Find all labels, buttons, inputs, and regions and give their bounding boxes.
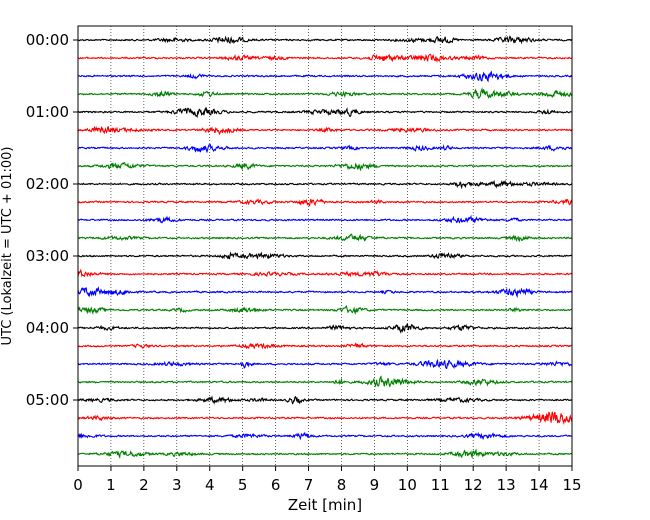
trace-5 (77, 106, 573, 119)
plot-frame (77, 25, 573, 467)
trace-22 (77, 411, 573, 426)
trace-11 (77, 214, 573, 224)
x-tick-label: 14 (530, 476, 549, 494)
trace-18 (77, 342, 573, 350)
x-tick-label: 8 (337, 476, 347, 494)
x-tick-label: 6 (271, 476, 281, 494)
trace-3 (77, 70, 573, 83)
x-tick-label: 4 (205, 476, 215, 494)
trace-16 (77, 305, 573, 316)
x-tick-label: 0 (73, 476, 83, 494)
trace-group (77, 35, 573, 459)
trace-19 (77, 358, 573, 370)
x-axis-ticks: 0 1 2 3 4 5 6 7 8 9 10 11 12 13 14 15 (73, 466, 582, 494)
trace-13 (77, 251, 573, 260)
trace-21 (77, 395, 573, 405)
trace-12 (77, 233, 573, 243)
trace-1 (77, 35, 573, 45)
x-tick-label: 15 (562, 476, 581, 494)
x-tick-label: 10 (398, 476, 417, 494)
trace-24 (77, 448, 573, 459)
trace-6 (77, 125, 573, 136)
x-tick-label: 2 (139, 476, 149, 494)
trace-7 (77, 143, 573, 154)
x-tick-label: 5 (238, 476, 248, 494)
y-axis-label: UTC (Lokalzeit = UTC + 01:00) (0, 147, 15, 346)
trace-8 (77, 161, 573, 172)
trace-9 (77, 179, 573, 190)
trace-14 (77, 268, 573, 278)
x-tick-label: 1 (106, 476, 116, 494)
y-tick-label: 03:00 (26, 247, 69, 265)
x-tick-label: 12 (464, 476, 483, 494)
x-tick-label: 7 (304, 476, 314, 494)
vertical-grid (110, 26, 540, 466)
x-tick-label: 11 (431, 476, 450, 494)
x-tick-label: 9 (370, 476, 380, 494)
y-tick-label: 01:00 (26, 103, 69, 121)
trace-10 (77, 198, 573, 207)
trace-17 (77, 323, 573, 334)
x-tick-label: 3 (172, 476, 182, 494)
y-axis-ticks: 00:00 01:00 02:00 03:00 04:00 05:00 (26, 31, 78, 409)
trace-20 (77, 375, 573, 388)
trace-2 (77, 53, 572, 64)
y-tick-label: 00:00 (26, 31, 69, 49)
x-axis-label: Zeit [min] (288, 496, 362, 514)
trace-15 (77, 286, 573, 299)
y-tick-label: 05:00 (26, 391, 69, 409)
y-tick-label: 02:00 (26, 175, 69, 193)
trace-23 (77, 431, 573, 441)
y-tick-label: 04:00 (26, 319, 69, 337)
plot-background (78, 26, 572, 466)
x-tick-label: 13 (497, 476, 516, 494)
trace-4 (77, 87, 573, 100)
